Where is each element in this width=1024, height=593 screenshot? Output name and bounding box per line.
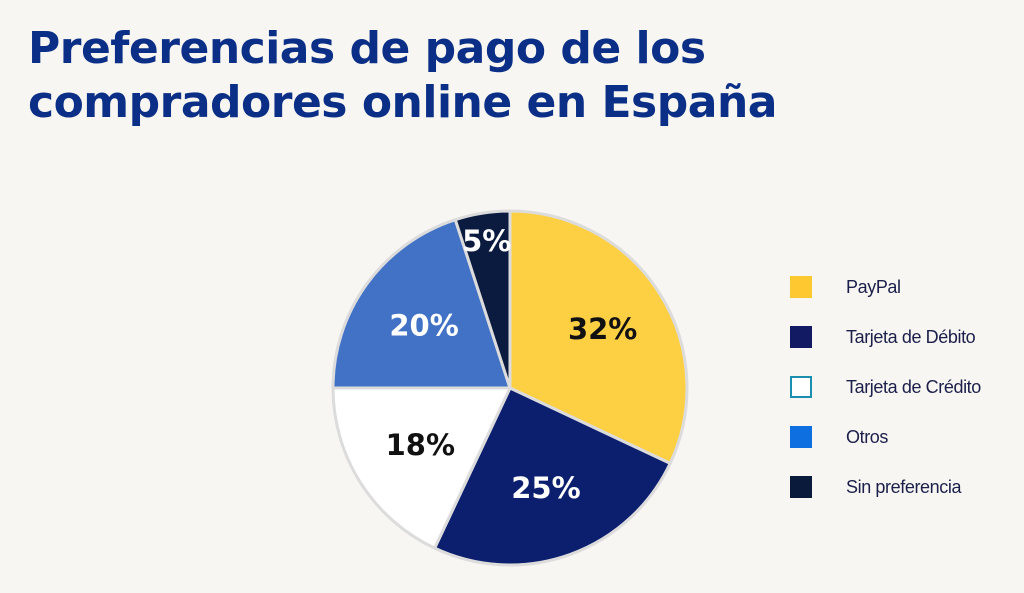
legend-item-sin-preferencia: Sin preferencia [790, 462, 981, 512]
data-label-tarjeta-credito: 18% [386, 428, 455, 462]
pie-slice-paypal [508, 209, 689, 465]
pie-slice-sin-preferencia [453, 209, 512, 390]
data-label-sin-preferencia: 5% [462, 224, 511, 258]
data-label-otros: 20% [389, 309, 458, 343]
legend: PayPal Tarjeta de Débito Tarjeta de Créd… [790, 262, 981, 512]
legend-swatch-tarjeta-debito [790, 326, 812, 348]
legend-swatch-otros [790, 426, 812, 448]
legend-item-tarjeta-debito: Tarjeta de Débito [790, 312, 981, 362]
legend-item-tarjeta-credito: Tarjeta de Crédito [790, 362, 981, 412]
legend-label-tarjeta-credito: Tarjeta de Crédito [846, 376, 981, 397]
legend-label-paypal: PayPal [846, 276, 901, 297]
pie-slice-otros [331, 218, 512, 390]
data-label-tarjeta-debito: 25% [511, 471, 580, 505]
legend-swatch-paypal [790, 276, 812, 298]
chart-title: Preferencias de pago de los compradores … [28, 22, 928, 130]
legend-swatch-sin-preferencia [790, 476, 812, 498]
legend-item-otros: Otros [790, 412, 981, 462]
chart-title-line-2: compradores online en España [28, 77, 777, 128]
pie-slice-tarjeta-credito [331, 386, 512, 550]
data-label-paypal: 32% [568, 312, 637, 346]
chart-title-line-1: Preferencias de pago de los [28, 23, 706, 74]
legend-item-paypal: PayPal [790, 262, 981, 312]
legend-label-tarjeta-debito: Tarjeta de Débito [846, 326, 976, 347]
legend-swatch-tarjeta-credito [790, 376, 812, 398]
legend-label-otros: Otros [846, 426, 889, 447]
pie-slice-tarjeta-debito [433, 386, 672, 567]
legend-label-sin-preferencia: Sin preferencia [846, 476, 962, 497]
